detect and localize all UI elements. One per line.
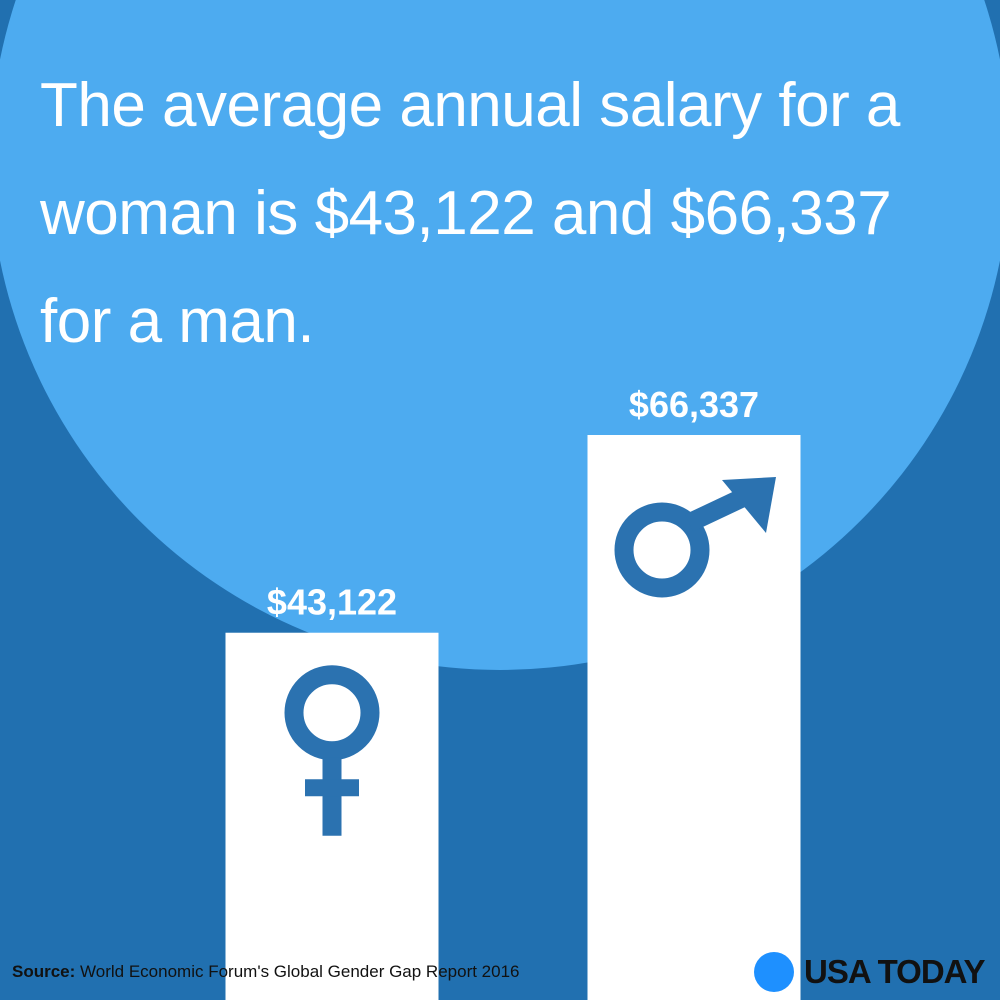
source-text: World Economic Forum's Global Gender Gap… xyxy=(80,962,520,981)
male-symbol xyxy=(722,477,776,533)
source-label: Source: xyxy=(12,962,76,981)
logo: USA TODAY xyxy=(754,952,985,992)
value-label: $43,122 xyxy=(267,582,397,623)
logo-dot xyxy=(754,952,794,992)
value-label: $66,337 xyxy=(629,384,759,425)
logo-text: USA TODAY xyxy=(804,953,985,990)
female-symbol xyxy=(284,665,380,761)
source: Source: World Economic Forum's Global Ge… xyxy=(12,962,520,982)
chart-title: The average annual salary for a woman is… xyxy=(40,71,900,356)
male-symbol xyxy=(614,502,710,598)
